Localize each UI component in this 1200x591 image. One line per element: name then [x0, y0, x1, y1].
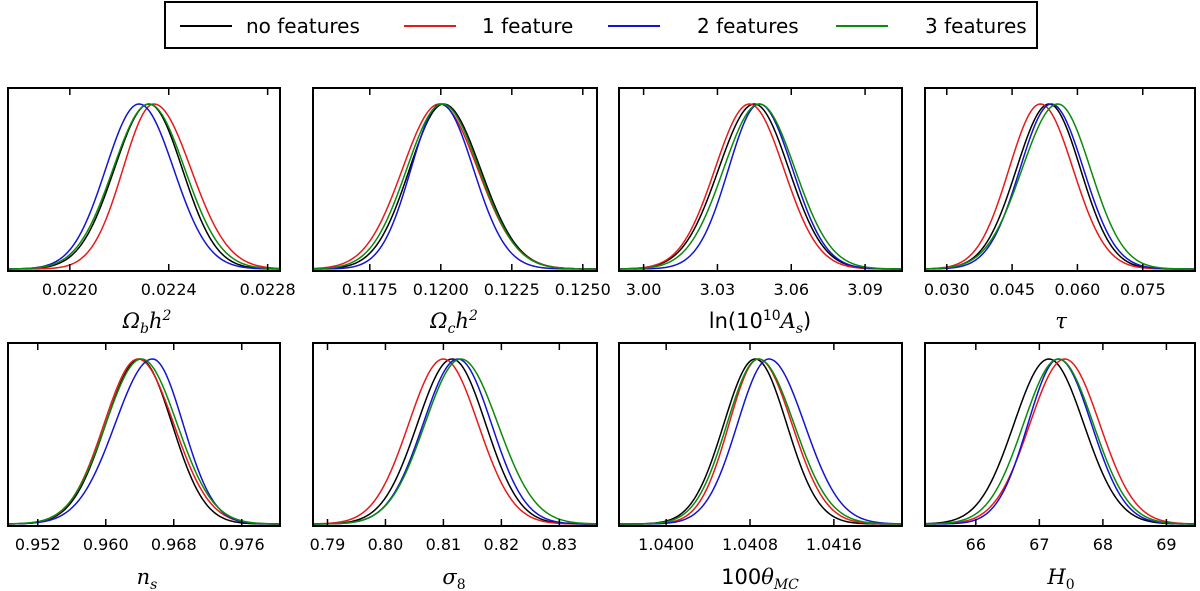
- x-tick-label: 0.80: [368, 535, 404, 554]
- xlabel-ln-as: ln(1010As): [709, 308, 811, 337]
- x-tick-label: 0.976: [219, 535, 265, 554]
- x-tick-label: 0.030: [924, 280, 970, 299]
- curve-series-1: [924, 103, 1195, 270]
- curve-series-1: [618, 103, 902, 270]
- panel-ln-as: 3.00 3.03 3.06 3.09: [618, 87, 903, 299]
- xlabel-tau: τ: [1055, 309, 1067, 333]
- x-tick-label: 0.075: [1120, 280, 1166, 299]
- x-tick-label: 0.960: [83, 535, 129, 554]
- curve-series-0: [618, 358, 902, 525]
- xlabel-omega-b-h2: Ωbh2: [122, 308, 172, 337]
- xlabel-omega-c-h2: Ωch2: [429, 308, 478, 337]
- legend: no features 1 feature 2 features 3 featu…: [164, 1, 1038, 49]
- curve-series-3: [924, 103, 1196, 270]
- panel-sigma8: 0.79 0.80 0.81 0.82 0.83: [310, 342, 598, 554]
- panel-h0: 66 67 68 69: [924, 342, 1196, 554]
- panel-frame: [618, 342, 903, 527]
- curve-series-2: [313, 358, 598, 525]
- x-tick-label: 0.0224: [141, 280, 197, 299]
- legend-entry-3: 3 features: [836, 14, 1027, 38]
- curve-series-1: [619, 358, 902, 525]
- curve-series-3: [312, 103, 597, 270]
- x-tick-label: 3.00: [626, 280, 662, 299]
- legend-entry-1: 1 feature: [404, 14, 573, 38]
- curve-series-0: [312, 103, 597, 270]
- curve-series-3: [313, 358, 598, 525]
- curve-series-1: [7, 358, 281, 525]
- x-tick-label: 1.0408: [722, 535, 778, 554]
- panel-omega-c-h2: 0.1175 0.1200 0.1225 0.1250: [312, 87, 611, 299]
- x-tick-label: 0.1175: [342, 280, 398, 299]
- curve-series-3: [619, 358, 903, 525]
- x-tick-label: 3.03: [700, 280, 736, 299]
- panel-frame: [924, 87, 1196, 272]
- curve-series-2: [7, 103, 281, 270]
- panel-frame: [924, 342, 1196, 527]
- curve-series-2: [7, 358, 280, 525]
- x-tick-label: 67: [1029, 535, 1049, 554]
- panel-frame: [7, 87, 281, 272]
- x-tick-label: 69: [1156, 535, 1176, 554]
- x-tick-label: 3.09: [847, 280, 883, 299]
- curve-series-2: [619, 358, 903, 525]
- legend-label-3: 3 features: [925, 14, 1027, 38]
- xlabel-sigma8: σ8: [442, 565, 465, 591]
- x-tick-label: 1.0400: [638, 535, 694, 554]
- curve-series-0: [618, 103, 902, 270]
- panel-frame: [312, 342, 598, 527]
- x-tick-label: 0.0228: [240, 280, 296, 299]
- curve-series-0: [924, 103, 1195, 270]
- x-tick-label: 68: [1093, 535, 1113, 554]
- curve-series-1: [312, 358, 597, 525]
- x-tick-label: 0.045: [989, 280, 1035, 299]
- xlabel-theta-mc: 100θMC: [721, 565, 799, 591]
- curve-series-3: [924, 358, 1196, 525]
- x-tick-label: 3.06: [773, 280, 809, 299]
- legend-frame: [164, 1, 1038, 49]
- panel-omega-b-h2: 0.0220 0.0224 0.0228: [7, 87, 296, 299]
- curve-series-0: [313, 358, 597, 525]
- panel-tau: 0.030 0.045 0.060 0.075: [924, 87, 1196, 299]
- x-tick-label: 0.82: [484, 535, 520, 554]
- panel-ns: 0.952 0.960 0.968 0.976: [7, 342, 281, 554]
- panel-frame: [618, 87, 903, 272]
- x-tick-label: 0.81: [426, 535, 462, 554]
- curve-series-1: [8, 103, 281, 270]
- curve-series-3: [7, 358, 281, 525]
- x-tick-label: 0.968: [151, 535, 197, 554]
- x-tick-label: 66: [966, 535, 986, 554]
- legend-entry-0: no features: [180, 14, 360, 38]
- curve-series-3: [7, 103, 281, 270]
- legend-entry-2: 2 features: [608, 14, 799, 38]
- x-tick-label: 0.79: [310, 535, 346, 554]
- curve-series-2: [619, 103, 902, 270]
- curve-series-2: [313, 103, 597, 270]
- x-tick-label: 0.060: [1055, 280, 1101, 299]
- curve-series-1: [312, 103, 597, 270]
- x-tick-label: 0.952: [15, 535, 61, 554]
- x-tick-label: 0.0220: [42, 280, 98, 299]
- curve-series-0: [7, 358, 281, 525]
- xlabel-ns: ns: [137, 565, 158, 591]
- x-tick-label: 0.83: [542, 535, 578, 554]
- legend-label-0: no features: [246, 14, 360, 38]
- x-tick-label: 0.1225: [484, 280, 540, 299]
- legend-label-2: 2 features: [697, 14, 799, 38]
- curve-series-1: [925, 358, 1196, 525]
- x-tick-label: 0.1250: [555, 280, 611, 299]
- panel-frame: [7, 342, 281, 527]
- curve-series-2: [925, 358, 1196, 525]
- panel-frame: [312, 87, 598, 272]
- xlabel-h0: H0: [1046, 565, 1074, 591]
- curve-series-0: [7, 103, 281, 270]
- curve-series-0: [924, 358, 1195, 525]
- curve-series-2: [924, 103, 1195, 270]
- curve-series-3: [618, 103, 902, 270]
- x-tick-label: 0.1200: [413, 280, 469, 299]
- legend-label-1: 1 feature: [482, 14, 573, 38]
- panel-theta-mc: 1.0400 1.0408 1.0416: [618, 342, 903, 554]
- x-tick-label: 1.0416: [806, 535, 862, 554]
